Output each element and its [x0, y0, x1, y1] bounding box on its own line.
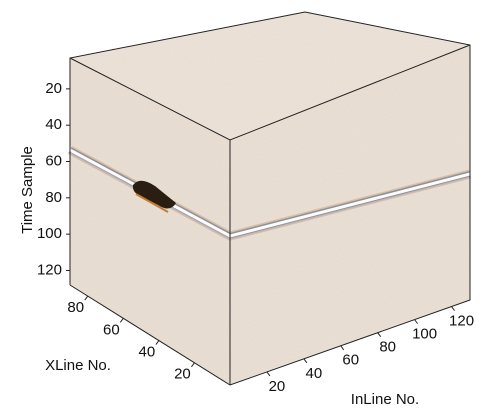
- y-tick: [191, 363, 194, 367]
- y-tick-label: 40: [139, 344, 156, 361]
- y-tick: [85, 296, 88, 300]
- x-tick-label: 80: [379, 339, 396, 356]
- z-tick-label: 40: [45, 116, 62, 133]
- z-axis-title: Time Sample: [19, 146, 36, 234]
- x-tick: [304, 359, 307, 363]
- z-tick-label: 80: [45, 189, 62, 206]
- x-tick: [341, 346, 344, 350]
- z-tick-label: 100: [37, 225, 62, 242]
- z-tick-label: 60: [45, 152, 62, 169]
- x-axis-title: InLine No.: [351, 391, 419, 408]
- y-tick-label: 80: [67, 299, 84, 316]
- y-tick-label: 60: [103, 321, 120, 338]
- y-axis-title: XLine No.: [45, 357, 111, 374]
- y-tick: [156, 341, 159, 345]
- chart: Time Sample XLine No. InLine No. 20 40 60 8…: [0, 0, 491, 409]
- x-tick-label: 100: [412, 326, 437, 343]
- z-tick-label: 20: [45, 80, 62, 97]
- cube-faces: [70, 12, 470, 385]
- z-tick-label: 120: [37, 261, 62, 278]
- x-tick-label: 120: [449, 313, 474, 330]
- x-tick: [415, 320, 418, 324]
- x-tick-label: 40: [306, 365, 323, 382]
- x-tick: [267, 372, 270, 376]
- x-tick-label: 20: [269, 378, 286, 395]
- x-tick: [378, 333, 381, 337]
- x-tick: [452, 307, 455, 311]
- x-tick-label: 60: [342, 352, 359, 369]
- y-tick: [120, 318, 123, 322]
- y-tick-label: 20: [174, 366, 191, 383]
